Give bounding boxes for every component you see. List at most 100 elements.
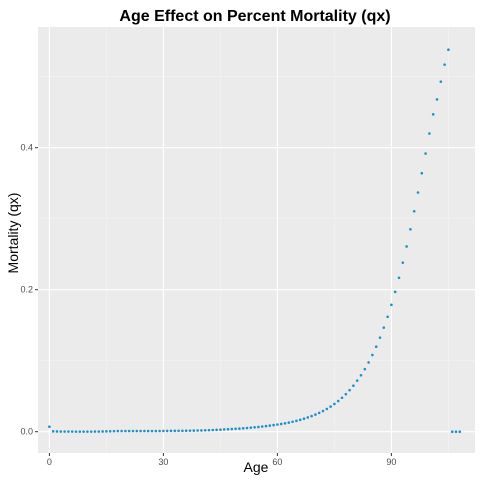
data-point <box>78 430 82 433</box>
data-point <box>272 423 275 427</box>
data-point <box>162 429 165 433</box>
data-point <box>355 379 359 383</box>
data-point <box>70 430 74 433</box>
data-point <box>310 414 313 418</box>
data-point <box>412 209 416 213</box>
data-point <box>291 420 294 424</box>
data-point <box>321 409 325 413</box>
data-point <box>371 353 374 357</box>
data-point <box>108 429 112 433</box>
x-tick-label: 30 <box>158 457 168 467</box>
data-point <box>245 426 249 430</box>
data-point <box>196 429 199 432</box>
data-point <box>454 430 458 434</box>
data-point <box>424 152 427 155</box>
data-point <box>435 98 439 101</box>
x-axis-title: Age <box>244 459 269 475</box>
data-point <box>253 425 256 429</box>
minor-gridlines <box>38 27 475 453</box>
y-tick-label: 0.0 <box>20 427 33 437</box>
data-point <box>112 429 116 433</box>
data-point <box>431 113 435 116</box>
data-point <box>443 63 446 66</box>
data-point <box>397 276 401 280</box>
data-point <box>268 424 272 427</box>
data-point <box>55 430 59 433</box>
data-point <box>192 429 196 432</box>
data-point <box>59 430 63 433</box>
data-point <box>63 430 66 433</box>
data-point <box>89 430 93 433</box>
data-point <box>264 424 268 428</box>
data-point <box>401 261 405 264</box>
data-point <box>382 326 386 329</box>
data-point <box>127 429 131 433</box>
data-point <box>116 429 120 433</box>
data-point <box>287 421 291 424</box>
data-point <box>234 427 237 431</box>
data-point <box>93 430 97 433</box>
data-point <box>86 430 89 433</box>
data-point <box>146 429 150 433</box>
data-point <box>386 315 389 319</box>
data-point <box>298 418 302 422</box>
data-point <box>105 430 108 433</box>
data-point <box>314 413 317 416</box>
data-point <box>51 430 55 433</box>
x-axis: 0 30 60 90 <box>47 453 396 467</box>
data-point <box>143 429 146 433</box>
data-point <box>131 429 135 433</box>
data-point <box>420 171 424 175</box>
data-point <box>378 336 382 339</box>
x-tick-label: 60 <box>272 457 282 467</box>
data-point <box>428 132 431 135</box>
data-point <box>359 373 363 377</box>
data-points <box>48 48 462 434</box>
data-point <box>249 426 253 429</box>
data-point <box>222 428 226 431</box>
data-point <box>219 428 222 431</box>
data-point <box>207 428 211 432</box>
data-point <box>120 429 123 433</box>
data-point <box>367 361 370 364</box>
plot-panel <box>38 27 475 453</box>
data-point <box>230 427 234 431</box>
data-point <box>124 429 127 433</box>
data-point <box>165 429 169 433</box>
data-point <box>416 191 420 194</box>
data-point <box>173 429 177 433</box>
data-point <box>329 405 332 408</box>
data-point <box>257 425 260 429</box>
data-point <box>374 345 378 349</box>
y-axis-title: Mortality (qx) <box>5 193 21 274</box>
data-point <box>135 429 139 433</box>
data-point <box>405 245 408 248</box>
data-point <box>283 422 287 425</box>
data-point <box>188 429 192 432</box>
data-point <box>211 428 215 432</box>
data-point <box>390 303 393 307</box>
data-point <box>450 430 454 434</box>
data-point <box>317 411 321 415</box>
data-point <box>393 290 397 294</box>
data-point <box>458 430 462 434</box>
data-point <box>200 429 203 432</box>
data-point <box>241 426 245 430</box>
data-point <box>226 427 230 431</box>
data-point <box>306 416 310 419</box>
major-gridlines <box>38 27 475 453</box>
data-point <box>215 428 218 432</box>
data-point <box>295 419 298 423</box>
y-tick-label: 0.4 <box>20 143 33 153</box>
data-point <box>82 430 85 433</box>
data-point <box>150 429 154 433</box>
data-point <box>340 396 344 400</box>
data-point <box>48 425 51 429</box>
x-tick-label: 0 <box>47 457 52 467</box>
data-point <box>139 429 142 433</box>
data-point <box>67 430 70 433</box>
data-point <box>302 417 306 421</box>
data-point <box>276 423 279 426</box>
data-point <box>181 429 184 433</box>
